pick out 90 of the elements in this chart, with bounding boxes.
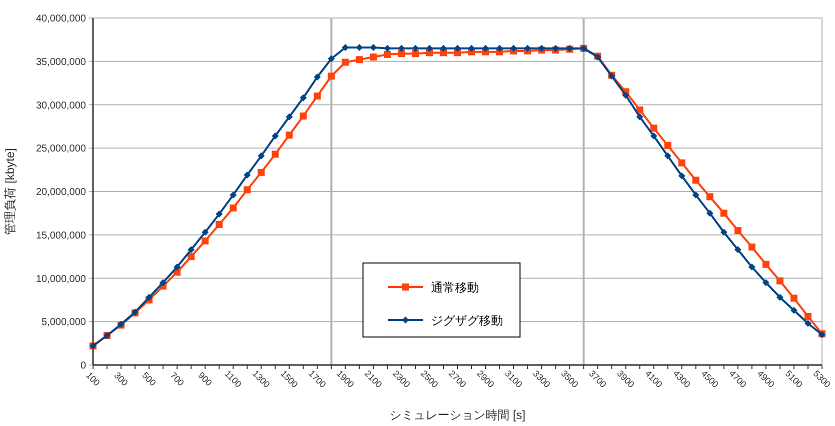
x-tick-label: 300	[112, 370, 130, 388]
point	[342, 44, 349, 51]
point	[370, 54, 377, 61]
point	[384, 44, 391, 52]
point	[426, 44, 433, 52]
point	[720, 210, 728, 217]
point	[790, 294, 798, 302]
point	[678, 172, 686, 180]
point	[188, 253, 195, 260]
point	[762, 260, 770, 268]
point	[342, 58, 349, 66]
x-axis-title: シミュレーション時間 [s]	[389, 408, 526, 422]
point	[314, 73, 321, 80]
point	[650, 132, 658, 140]
point	[692, 191, 700, 198]
point	[692, 176, 700, 184]
point	[706, 210, 714, 217]
point	[300, 94, 307, 102]
point	[202, 228, 209, 236]
point	[230, 191, 237, 198]
point	[300, 112, 307, 120]
point	[510, 44, 518, 52]
point	[734, 227, 742, 234]
point	[244, 186, 251, 194]
point	[370, 44, 377, 51]
point	[496, 44, 504, 52]
y-tick-label: 35,000,000	[36, 56, 86, 68]
point	[664, 152, 672, 160]
y-tick-label: 25,000,000	[36, 144, 86, 155]
point	[202, 237, 209, 244]
y-tick-label: 10,000,000	[36, 274, 86, 285]
y-axis-title: 管理負荷 [kbyte]	[3, 148, 17, 235]
point	[748, 244, 756, 251]
point	[160, 279, 167, 286]
point	[804, 312, 812, 320]
legend-label: 通常移動	[431, 280, 479, 294]
y-tick-label: 20,000,000	[36, 187, 86, 198]
point	[328, 55, 335, 62]
x-tick-label: 900	[196, 370, 214, 388]
point	[328, 72, 335, 80]
point	[678, 159, 686, 166]
point	[258, 152, 265, 160]
point	[776, 277, 784, 284]
x-tick-label: 500	[140, 370, 158, 388]
y-tick-label: 30,000,000	[36, 100, 86, 112]
point	[482, 44, 490, 52]
point	[524, 44, 532, 52]
legend-label: ジグザグ移動	[431, 314, 503, 328]
point	[734, 246, 742, 254]
point	[258, 168, 265, 176]
point	[636, 106, 644, 114]
y-tick-label: 0	[80, 360, 86, 372]
point	[286, 113, 293, 120]
point	[398, 50, 405, 58]
point	[244, 172, 251, 179]
point	[286, 132, 293, 139]
point	[272, 132, 279, 140]
point	[412, 44, 419, 52]
x-tick-label: 700	[168, 370, 186, 388]
point	[748, 263, 756, 270]
point	[384, 50, 391, 58]
point	[216, 210, 223, 218]
point	[804, 320, 812, 327]
point	[230, 204, 237, 212]
point	[272, 150, 279, 158]
point	[454, 44, 461, 52]
x-tick-label: 100	[84, 370, 102, 388]
point	[356, 56, 363, 64]
point	[398, 44, 405, 52]
point	[650, 124, 658, 132]
point	[356, 44, 363, 51]
point	[314, 92, 321, 100]
point	[790, 306, 798, 314]
point	[440, 44, 447, 52]
point	[706, 193, 714, 200]
y-tick-label: 40,000,000	[36, 14, 86, 24]
point	[216, 220, 223, 228]
point	[188, 246, 195, 254]
point	[468, 44, 476, 52]
point	[720, 228, 728, 236]
point	[174, 263, 181, 270]
point	[622, 92, 630, 99]
point	[636, 113, 644, 120]
point	[146, 294, 153, 301]
y-tick-label: 5,000,000	[42, 317, 86, 328]
point	[664, 142, 672, 150]
point	[776, 294, 784, 301]
y-tick-label: 15,000,000	[36, 230, 86, 242]
point	[762, 279, 770, 286]
point	[412, 50, 419, 58]
